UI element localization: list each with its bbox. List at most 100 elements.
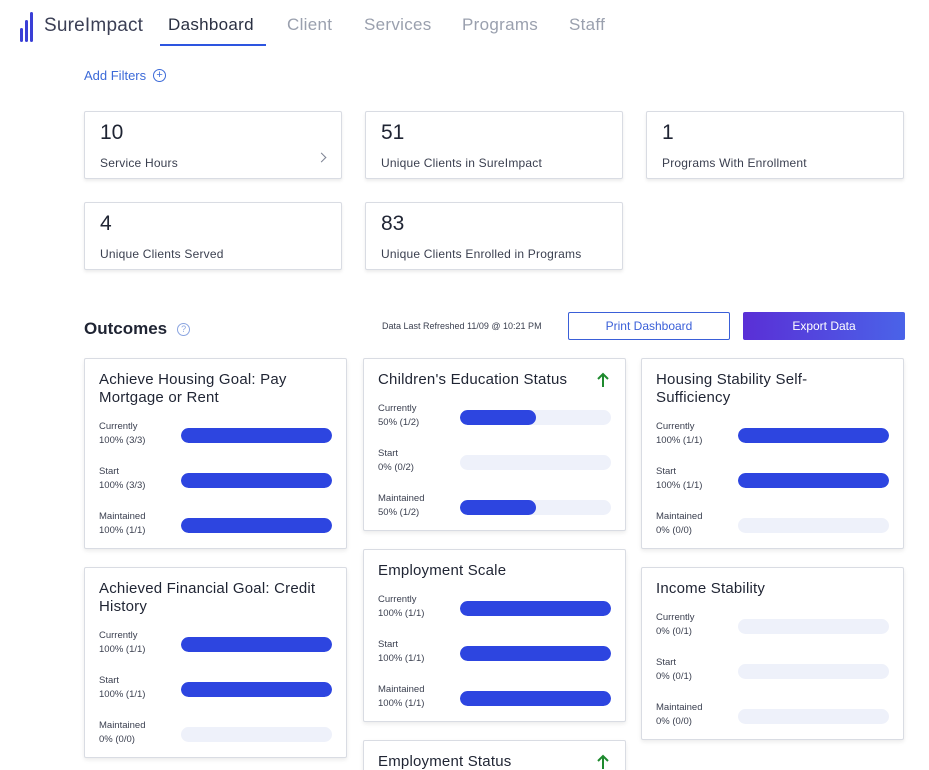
- add-filters-button[interactable]: Add Filters +: [84, 68, 167, 83]
- outcome-row-value: 100% (1/1): [99, 689, 146, 700]
- outcome-row-maintained: Maintained 50% (1/2): [378, 492, 613, 522]
- outcome-card-income-stability[interactable]: Income Stability Currently 0% (0/1) Start 0%…: [641, 567, 904, 740]
- print-dashboard-button[interactable]: Print Dashboard: [568, 312, 730, 340]
- outcome-row-value: 100% (1/1): [378, 608, 425, 619]
- data-refreshed-text: Data Last Refreshed 11/09 @ 10:21 PM: [382, 321, 542, 331]
- stat-label: Service Hours: [100, 156, 178, 170]
- stat-card-service-hours[interactable]: 10 Service Hours: [84, 111, 342, 179]
- progress-track: [181, 473, 332, 488]
- outcome-card-title: Employment Scale: [378, 562, 507, 579]
- outcome-row-label: Maintained 0% (0/0): [656, 701, 702, 729]
- brand-logo[interactable]: SureImpact: [20, 10, 143, 42]
- progress-track: [738, 709, 889, 724]
- progress-track: [460, 410, 611, 425]
- stat-card-programs-enrollment: 1 Programs With Enrollment: [646, 111, 904, 179]
- outcome-row-value: 100% (1/1): [378, 698, 425, 709]
- outcome-row-name: Currently: [99, 630, 138, 641]
- progress-track: [738, 664, 889, 679]
- outcome-row-value: 0% (0/2): [378, 462, 414, 473]
- outcome-row-label: Start 0% (0/2): [378, 447, 414, 475]
- outcome-row-start: Start 0% (0/2): [378, 447, 613, 477]
- outcome-row-name: Start: [378, 448, 399, 459]
- progress-fill: [181, 428, 332, 443]
- outcome-row-start: Start 0% (0/1): [656, 656, 891, 686]
- outcome-row-name: Currently: [378, 403, 417, 414]
- outcome-row-label: Currently 100% (1/1): [99, 629, 145, 657]
- outcome-card-title: Achieve Housing Goal: Pay Mortgage or Re…: [99, 371, 287, 406]
- tab-staff[interactable]: Staff: [569, 15, 606, 34]
- progress-fill: [738, 473, 889, 488]
- outcome-row-label: Currently 100% (1/1): [378, 593, 424, 621]
- tab-dashboard[interactable]: Dashboard: [168, 15, 254, 34]
- stat-label: Unique Clients in SureImpact: [381, 156, 543, 170]
- tab-programs[interactable]: Programs: [462, 15, 539, 34]
- outcome-row-label: Maintained 0% (0/0): [99, 719, 145, 747]
- outcome-row-maintained: Maintained 100% (1/1): [99, 510, 334, 540]
- outcome-row-start: Start 100% (3/3): [99, 465, 334, 495]
- outcome-row-value: 0% (0/0): [656, 716, 692, 727]
- outcome-row-value: 100% (1/1): [99, 644, 146, 655]
- outcome-row-value: 100% (3/3): [99, 435, 146, 446]
- outcome-row-name: Currently: [656, 612, 695, 623]
- progress-fill: [181, 637, 332, 652]
- outcome-row-name: Maintained: [99, 720, 146, 731]
- outcome-card-employment-status[interactable]: Employment Status: [363, 740, 626, 770]
- outcome-card-title: Employment Status: [378, 753, 512, 770]
- outcome-row-label: Maintained 50% (1/2): [378, 492, 424, 520]
- outcome-row-label: Maintained 100% (1/1): [378, 683, 424, 711]
- outcomes-heading: Outcomes ?: [84, 319, 191, 339]
- outcome-row-name: Currently: [99, 421, 138, 432]
- stat-card-clients-served: 4 Unique Clients Served: [84, 202, 342, 270]
- outcome-card-financial-goal[interactable]: Achieved Financial Goal: Credit History C…: [84, 567, 347, 758]
- brand-name: SureImpact: [44, 15, 144, 36]
- outcome-row-name: Start: [378, 639, 399, 650]
- outcome-row-label: Currently 0% (0/1): [656, 611, 695, 639]
- logo-mark-icon: [20, 10, 38, 42]
- stat-card-unique-clients: 51 Unique Clients in SureImpact: [365, 111, 623, 179]
- stat-value: 83: [381, 212, 405, 235]
- outcome-row-start: Start 100% (1/1): [656, 465, 891, 495]
- outcome-row-value: 0% (0/0): [656, 525, 692, 536]
- outcome-row-label: Currently 100% (1/1): [656, 420, 702, 448]
- outcome-row-name: Maintained: [378, 493, 425, 504]
- progress-track: [460, 455, 611, 470]
- outcome-row-label: Start 100% (1/1): [99, 674, 145, 702]
- outcomes-title: Outcomes: [84, 319, 168, 338]
- outcome-card-housing-stability[interactable]: Housing Stability Self-Sufficiency Curren…: [641, 358, 904, 549]
- stat-label: Programs With Enrollment: [662, 156, 807, 170]
- outcome-row-name: Start: [99, 466, 120, 477]
- progress-fill: [181, 682, 332, 697]
- plus-circle-icon: +: [153, 69, 167, 82]
- outcome-row-value: 100% (1/1): [656, 435, 703, 446]
- progress-track: [460, 500, 611, 515]
- progress-track: [181, 727, 332, 742]
- outcome-row-name: Start: [656, 466, 677, 477]
- progress-fill: [181, 518, 332, 533]
- stat-value: 4: [100, 212, 112, 235]
- progress-fill: [181, 473, 332, 488]
- outcome-row-value: 100% (1/1): [378, 653, 425, 664]
- outcome-row-value: 100% (1/1): [99, 525, 146, 536]
- tab-client[interactable]: Client: [287, 15, 333, 34]
- outcome-row-label: Maintained 0% (0/0): [656, 510, 702, 538]
- stat-value: 1: [662, 121, 674, 144]
- outcome-row-name: Maintained: [99, 511, 146, 522]
- outcome-card-title: Income Stability: [656, 580, 766, 597]
- export-data-button[interactable]: Export Data: [743, 312, 905, 340]
- tab-services[interactable]: Services: [364, 15, 432, 34]
- outcome-row-currently: Currently 100% (1/1): [99, 629, 334, 659]
- help-circle-icon[interactable]: ?: [177, 322, 191, 336]
- stat-value: 10: [100, 121, 124, 144]
- outcome-row-value: 50% (1/2): [378, 417, 420, 428]
- progress-fill: [460, 646, 611, 661]
- chevron-right-icon: [316, 152, 327, 163]
- outcome-row-maintained: Maintained 0% (0/0): [99, 719, 334, 749]
- progress-track: [460, 691, 611, 706]
- outcome-card-employment-scale[interactable]: Employment Scale Currently 100% (1/1) Start…: [363, 549, 626, 722]
- outcome-row-currently: Currently 100% (1/1): [656, 420, 891, 450]
- top-nav: SureImpact Dashboard Client Services Pro…: [0, 0, 929, 50]
- stat-value: 51: [381, 121, 405, 144]
- outcome-card-childrens-education[interactable]: Children's Education Status Currently 50% …: [363, 358, 626, 531]
- outcome-card-housing-goal[interactable]: Achieve Housing Goal: Pay Mortgage or Re…: [84, 358, 347, 549]
- outcome-card-title: Children's Education Status: [378, 371, 568, 388]
